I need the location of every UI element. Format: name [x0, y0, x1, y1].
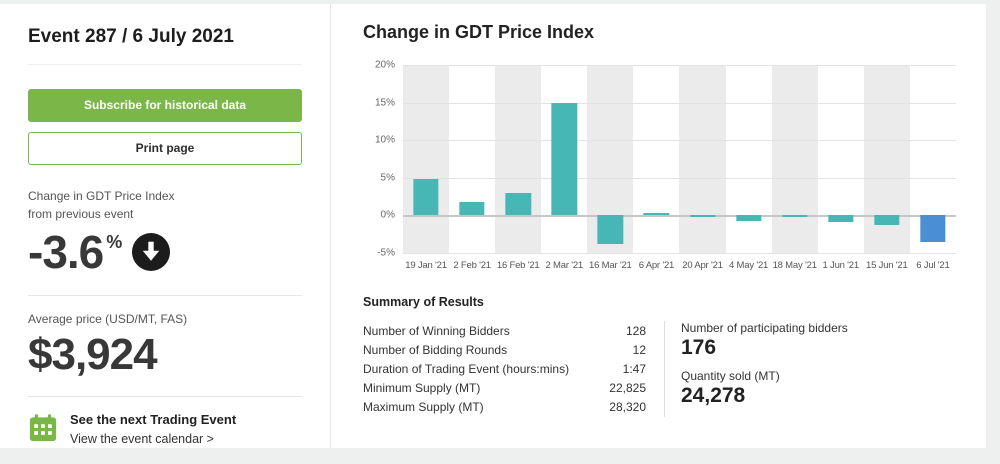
summary-row-value: 1:47: [622, 361, 646, 376]
x-axis-label: 2 Mar '21: [545, 260, 584, 271]
summary-row: Minimum Supply (MT) 22,825: [363, 378, 646, 397]
chart-column: [403, 65, 450, 253]
y-axis-label: 0%: [380, 209, 395, 221]
chart-bar: [505, 192, 531, 216]
gridline: [403, 140, 956, 142]
gridline: [403, 65, 956, 66]
x-axis-label: 1 Jun '21: [822, 260, 860, 271]
chart-bar: [413, 179, 439, 216]
y-axis-label: 15%: [374, 97, 395, 109]
chart-column: [633, 65, 679, 253]
chart-bar: [781, 215, 808, 218]
summary-row-value: 28,320: [609, 399, 646, 414]
summary-row: Number of Winning Bidders 128: [363, 321, 646, 340]
chart-column: [449, 65, 495, 253]
summary-row: Maximum Supply (MT) 28,320: [363, 397, 646, 416]
participating-bidders-value: 176: [681, 336, 717, 359]
chart-column: [863, 65, 910, 253]
summary-row-value: 128: [625, 323, 646, 338]
event-title: Event 287 / 6 July 2021: [28, 26, 302, 65]
chart-bar: [643, 213, 670, 216]
summary-row-label: Minimum Supply (MT): [363, 380, 481, 395]
chart-column: [818, 65, 864, 253]
sidebar-divider: [28, 396, 302, 397]
chart-bar: [551, 102, 577, 216]
change-label: Change in GDT Price Index from previous …: [28, 189, 175, 221]
chart-column: [587, 65, 634, 253]
quantity-sold-value: 24,278: [681, 384, 746, 407]
change-value: -3.6: [28, 226, 104, 278]
x-axis-label: 6 Jul '21: [916, 260, 950, 271]
summary-row: Number of Bidding Rounds 12: [363, 340, 646, 359]
x-axis-label: 20 Apr '21: [682, 260, 723, 271]
chart-y-axis: 20% 15% 10% 5% 0% -5%: [365, 60, 403, 259]
print-page-button[interactable]: Print page: [28, 132, 302, 165]
chart-column: [541, 65, 587, 253]
next-event-block: See the next Trading Event View the even…: [28, 411, 302, 448]
down-arrow-icon: [132, 233, 171, 271]
chart-column: [679, 65, 726, 253]
chart-column: [495, 65, 542, 253]
next-event-title: See the next Trading Event: [70, 412, 237, 427]
summary-section: Summary of Results Number of Winning Bid…: [363, 295, 956, 417]
chart-bar: [874, 215, 900, 226]
gridline-zero: [403, 215, 956, 218]
summary-row-value: 12: [632, 342, 646, 357]
gdt-price-index-chart: 20% 15% 10% 5% 0% -5% 19 Jan '21 2 Feb '21 16 F…: [365, 60, 956, 271]
chart-column: [910, 65, 956, 253]
x-axis-label: 19 Jan '21: [405, 260, 447, 271]
summary-row-label: Number of Bidding Rounds: [363, 342, 508, 357]
content-card: Event 287 / 6 July 2021 Subscribe for hi…: [0, 4, 986, 448]
gridline: [403, 253, 956, 254]
gridline: [403, 177, 956, 179]
change-indicator: -3.6 %: [28, 225, 302, 279]
chart-bar: [689, 215, 716, 218]
chart-bar: [920, 215, 946, 243]
gridline: [403, 102, 956, 104]
summary-table: Number of Winning Bidders 128 Number of …: [363, 321, 665, 417]
average-price-value: $3,924: [28, 330, 158, 379]
x-axis-label: 16 Feb '21: [496, 260, 540, 271]
sidebar-divider: [28, 295, 302, 296]
x-axis-label: 15 Jun '21: [866, 260, 908, 271]
participating-bidders-label: Number of participating bidders: [681, 321, 848, 335]
x-axis-label: 4 May '21: [729, 260, 769, 271]
quantity-sold-label: Quantity sold (MT): [681, 369, 780, 383]
y-axis-label: 5%: [380, 172, 395, 184]
chart-bar: [735, 215, 762, 221]
chart-bar: [597, 215, 624, 244]
summary-heading: Summary of Results: [363, 295, 484, 309]
x-axis-label: 18 May '21: [772, 260, 817, 271]
summary-row: Duration of Trading Event (hours:mins) 1…: [363, 359, 646, 378]
chart-column: [771, 65, 818, 253]
chart-bar: [828, 215, 854, 223]
y-axis-label: -5%: [377, 247, 395, 259]
x-axis-label: 2 Feb '21: [453, 260, 491, 271]
y-axis-label: 20%: [374, 59, 395, 71]
summary-highlights: Number of participating bidders 176 Quan…: [665, 321, 848, 417]
chart-x-axis: 19 Jan '21 2 Feb '21 16 Feb '21 2 Mar '21 16…: [403, 260, 956, 271]
chart-plot: [403, 65, 956, 254]
sidebar: Event 287 / 6 July 2021 Subscribe for hi…: [0, 4, 331, 448]
calendar-icon: [29, 414, 57, 442]
chart-columns: [403, 65, 956, 253]
subscribe-button[interactable]: Subscribe for historical data: [28, 89, 302, 122]
x-axis-label: 6 Apr '21: [638, 260, 675, 271]
chart-title: Change in GDT Price Index: [363, 22, 595, 42]
y-axis-label: 10%: [374, 134, 395, 146]
summary-row-value: 22,825: [609, 380, 646, 395]
chart-plot-wrap: 19 Jan '21 2 Feb '21 16 Feb '21 2 Mar '21 16…: [403, 65, 956, 271]
average-price-label: Average price (USD/MT, FAS): [28, 312, 188, 326]
summary-row-label: Duration of Trading Event (hours:mins): [363, 361, 570, 376]
chart-column: [726, 65, 772, 253]
x-axis-label: 16 Mar '21: [589, 260, 632, 271]
summary-row-label: Maximum Supply (MT): [363, 399, 484, 414]
change-unit: %: [106, 232, 123, 252]
chart-bar: [459, 201, 485, 216]
event-calendar-link[interactable]: View the event calendar >: [70, 431, 214, 446]
summary-row-label: Number of Winning Bidders: [363, 323, 510, 338]
main-panel: Change in GDT Price Index 20% 15% 10% 5% 0% -…: [331, 4, 986, 448]
